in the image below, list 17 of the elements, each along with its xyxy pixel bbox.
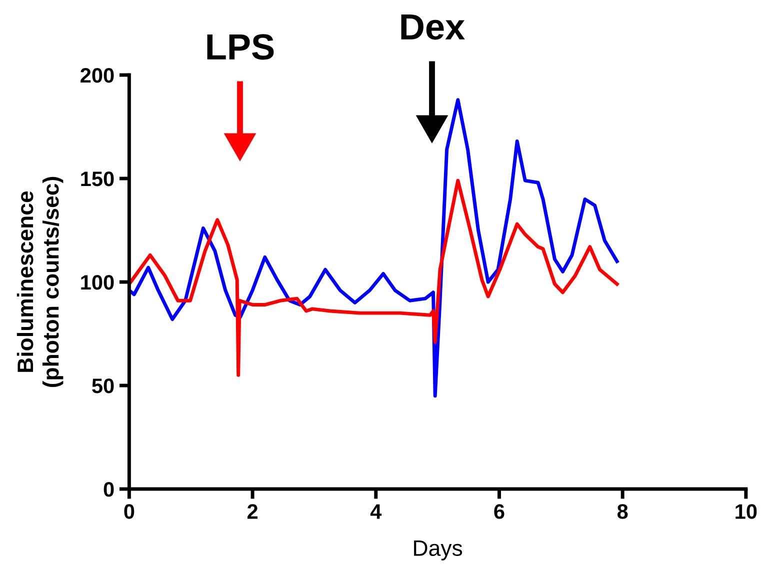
y-tick-label: 0: [104, 482, 114, 497]
line-series: [129, 98, 619, 398]
y-tick-label: 150: [81, 172, 114, 186]
y-tick-label: 100: [81, 275, 114, 290]
y-axis-title: Bioluminescence (photon counts/sec): [16, 176, 64, 388]
y-tick-label: 50: [92, 378, 114, 394]
x-tick-label: 6: [494, 504, 504, 519]
x-tick-label: 2: [247, 504, 258, 519]
x-tick-label: 4: [370, 504, 382, 519]
x-axis-title: Days: [414, 540, 462, 560]
text: LPS: [207, 34, 274, 60]
x-tick-label: 8: [617, 504, 628, 519]
text: Dex: [401, 14, 465, 40]
y-tick-label: 200: [80, 68, 114, 83]
x-tick-label: 0: [124, 504, 134, 519]
x-tick-label: 10: [736, 504, 757, 519]
line-series: [129, 178, 619, 377]
